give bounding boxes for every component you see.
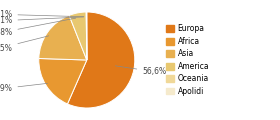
Wedge shape	[86, 12, 87, 60]
Text: 5,8%: 5,8%	[0, 18, 76, 37]
Text: 18,9%: 18,9%	[0, 83, 48, 93]
Text: 18,5%: 18,5%	[0, 36, 49, 53]
Wedge shape	[39, 15, 87, 60]
Wedge shape	[39, 58, 87, 104]
Text: 56,6%: 56,6%	[115, 66, 166, 76]
Wedge shape	[67, 12, 135, 108]
Wedge shape	[69, 12, 87, 60]
Text: 0,1%: 0,1%	[0, 10, 84, 19]
Legend: Europa, Africa, Asia, America, Oceania, Apolidi: Europa, Africa, Asia, America, Oceania, …	[166, 24, 209, 96]
Text: 0,1%: 0,1%	[0, 16, 84, 25]
